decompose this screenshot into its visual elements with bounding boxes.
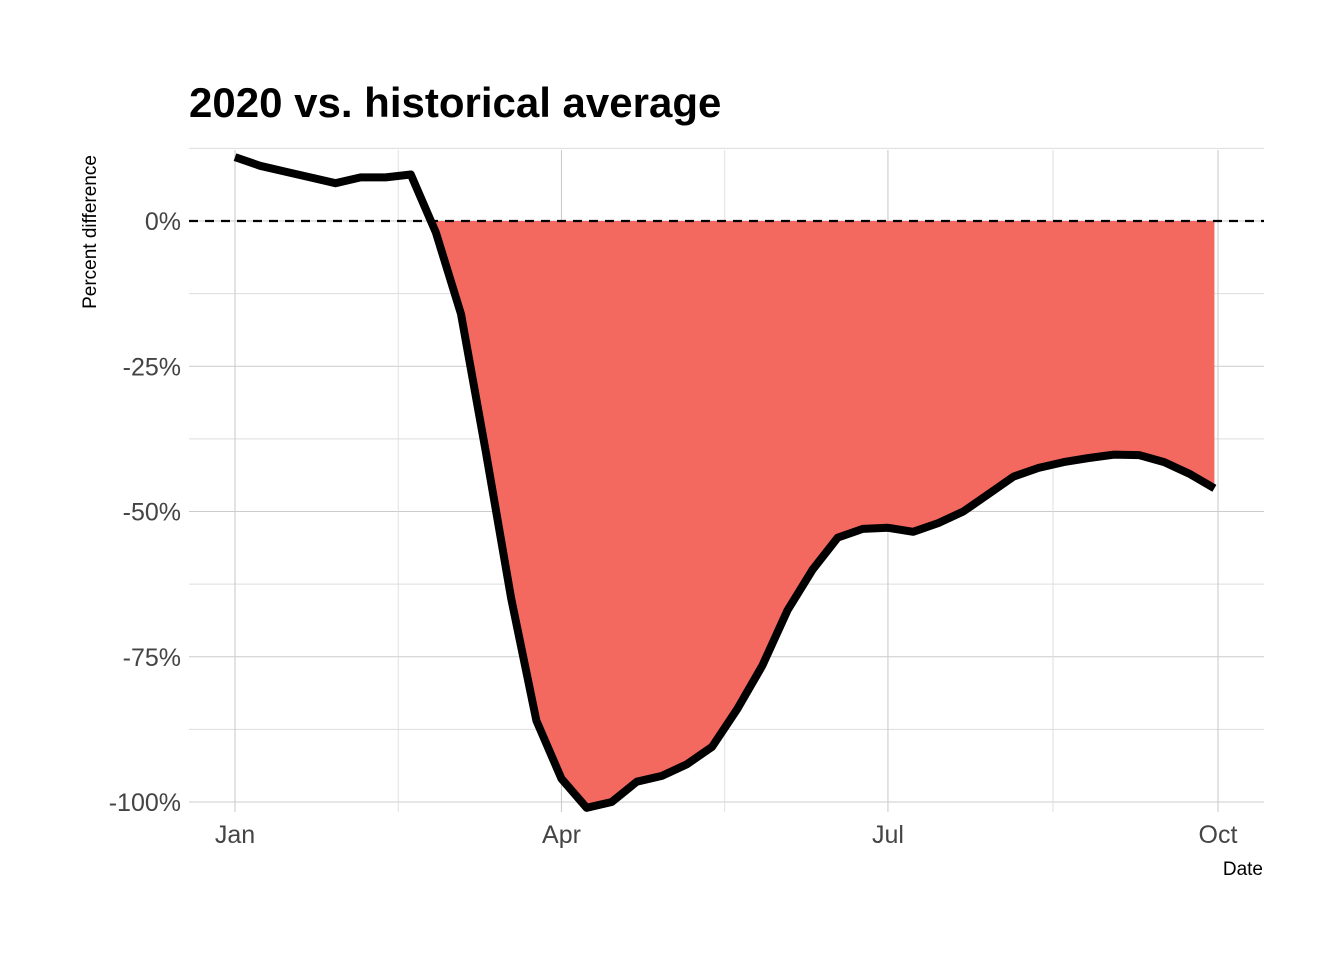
x-axis-ticks: Jan Apr Jul Oct [215, 821, 1238, 849]
x-axis-label: Date [1223, 859, 1263, 880]
y-tick-label: -50% [123, 499, 181, 527]
y-axis-ticks: 0% -25% -50% -75% -100% [109, 208, 181, 817]
x-tick-label: Oct [1199, 821, 1238, 849]
chart-title: 2020 vs. historical average [189, 79, 721, 126]
y-tick-label: -75% [123, 644, 181, 672]
y-tick-label: 0% [145, 208, 181, 236]
y-tick-label: -25% [123, 353, 181, 381]
x-tick-label: Apr [542, 821, 581, 849]
y-tick-label: -100% [109, 789, 181, 817]
y-axis-label: Percent difference [80, 155, 101, 309]
negative-difference-area [235, 221, 1215, 808]
x-tick-label: Jan [215, 821, 255, 849]
series-line [233, 153, 1217, 812]
x-tick-label: Jul [872, 821, 904, 849]
